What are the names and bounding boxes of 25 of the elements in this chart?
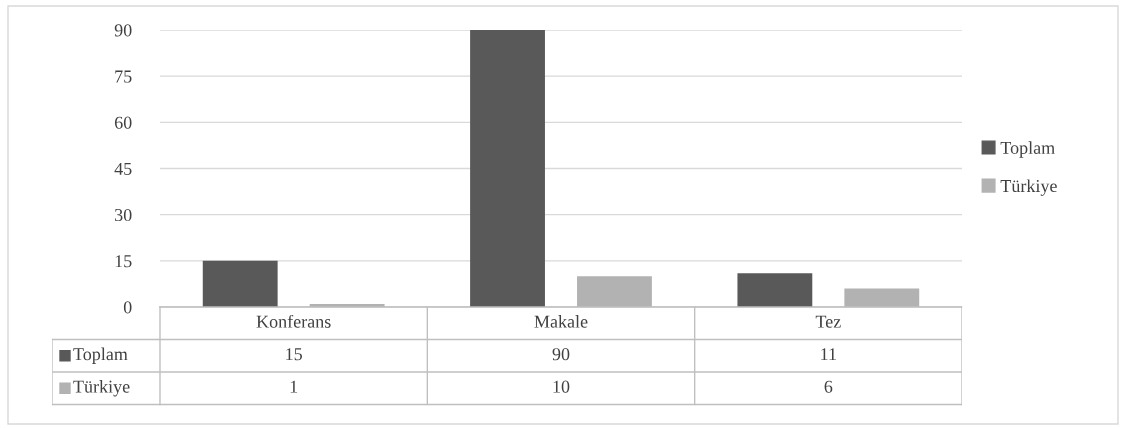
- y-tick-label: 45: [114, 162, 132, 175]
- x-tick-label: Konferans: [256, 314, 331, 328]
- bar: [577, 276, 652, 307]
- legend-label: Toplam: [73, 347, 128, 364]
- data-label: 15: [286, 348, 302, 361]
- text: Toplam: [1000, 141, 1055, 158]
- y-tick-label: 60: [114, 116, 132, 129]
- x-tick-label: Makale: [534, 315, 588, 328]
- bar: [470, 30, 545, 307]
- x-tick-label: Tez: [815, 315, 841, 328]
- data-label: 11: [821, 348, 836, 361]
- y-tick-label: 75: [115, 70, 132, 83]
- bar: [737, 273, 813, 307]
- y-tick-label: 0: [123, 301, 132, 314]
- data-label: 6: [824, 380, 833, 393]
- bar: [202, 260, 278, 307]
- y-tick-label: 30: [115, 208, 132, 222]
- y-tick-label: 15: [115, 255, 132, 268]
- bar: [844, 288, 920, 307]
- y-tick-label: 90: [114, 24, 132, 37]
- data-label: 10: [553, 380, 570, 393]
- legend-label: Türkiye: [1000, 179, 1057, 196]
- data-label: 90: [552, 348, 570, 361]
- text: Türkiye: [73, 380, 130, 397]
- data-label: 1: [290, 380, 298, 393]
